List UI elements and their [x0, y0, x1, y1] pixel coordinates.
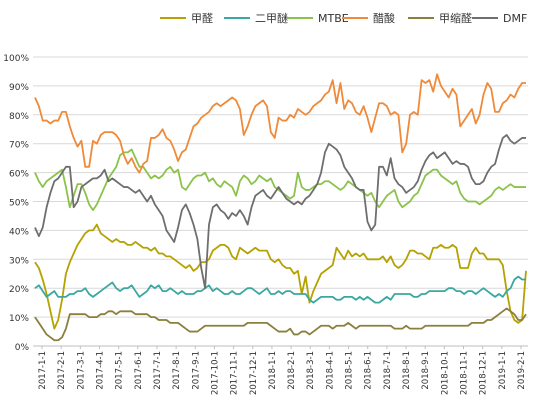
y-tick-label: 80%: [9, 112, 29, 122]
y-tick-label: 20%: [9, 285, 29, 295]
y-tick-label: 30%: [9, 256, 29, 266]
y-tick-label: 0%: [15, 343, 30, 353]
legend-item: DMF: [472, 8, 527, 28]
x-tick-label: 2017-10-1: [210, 351, 220, 395]
x-tick-label: 2017-3-1: [76, 351, 86, 390]
x-tick-label: 2018-3-1: [306, 351, 316, 390]
legend-label: 醋酸: [373, 12, 395, 25]
x-tick-label: 2018-10-1: [440, 351, 450, 395]
series-line-1: [34, 223, 527, 330]
x-tick-label: 2017-9-1: [191, 351, 201, 390]
x-tick-label: 2018-5-1: [345, 351, 355, 390]
x-tick-label: 2017-2-1: [57, 351, 67, 390]
x-tick-label: 2018-8-1: [402, 351, 412, 390]
x-tick-label: 2019-2-1: [517, 351, 527, 390]
x-tick-label: 2018-12-1: [479, 351, 489, 395]
legend-item: MTBE: [287, 8, 349, 28]
y-tick-label: 40%: [9, 227, 29, 237]
legend-item: 甲醛: [160, 8, 213, 28]
legend-label: 二甲醚: [255, 12, 288, 25]
x-tick-label: 2018-6-1: [364, 351, 374, 390]
legend-item: 二甲醚: [224, 8, 288, 28]
x-tick-label: 2017-1-1: [38, 351, 48, 390]
legend-swatch: [408, 17, 434, 19]
series-line-4: [34, 73, 526, 174]
y-tick-label: 50%: [9, 199, 29, 209]
x-tick-label: 2017-7-1: [153, 351, 163, 390]
legend-swatch: [472, 17, 498, 19]
y-tick-label: 90%: [9, 83, 29, 93]
legend-label: 甲醛: [191, 12, 213, 25]
x-tick-label: 2018-1-1: [268, 351, 278, 390]
x-tick-label: 2018-9-1: [421, 351, 431, 390]
series-line-2: [34, 275, 526, 304]
x-tick-label: 2017-5-1: [115, 351, 125, 390]
x-tick-label: 2017-4-1: [95, 351, 105, 390]
y-tick-label: 10%: [9, 314, 29, 324]
legend-label: 甲缩醛: [439, 12, 472, 25]
y-tick-label: 70%: [9, 141, 29, 151]
y-tick-label: 60%: [9, 170, 29, 180]
legend-swatch: [224, 17, 250, 19]
x-tick-label: 2018-7-1: [383, 351, 393, 390]
legend-label: MTBE: [318, 11, 349, 25]
legend-swatch: [287, 17, 313, 19]
y-tick-label: 100%: [3, 54, 29, 64]
x-tick-label: 2017-6-1: [134, 351, 144, 390]
legend-swatch: [160, 17, 186, 19]
series-line-5: [34, 307, 527, 342]
legend-swatch: [342, 17, 368, 19]
x-tick-label: 2018-2-1: [287, 351, 297, 390]
x-tick-label: 2019-1-1: [498, 351, 508, 390]
x-tick-label: 2018-4-1: [325, 351, 335, 390]
legend-item: 甲缩醛: [408, 8, 472, 28]
x-tick-label: 2017-11-1: [230, 351, 240, 395]
legend: 甲醛 二甲醚 MTBE 醋酸 甲缩醛 DMF: [0, 8, 550, 28]
legend-label: DMF: [503, 11, 528, 25]
x-tick-label: 2018-11-1: [460, 351, 470, 395]
series-line-6: [34, 134, 526, 290]
x-tick-label: 2017-12-1: [249, 351, 259, 395]
x-tick-label: 2017-8-1: [172, 351, 182, 390]
legend-item: 醋酸: [342, 8, 395, 28]
